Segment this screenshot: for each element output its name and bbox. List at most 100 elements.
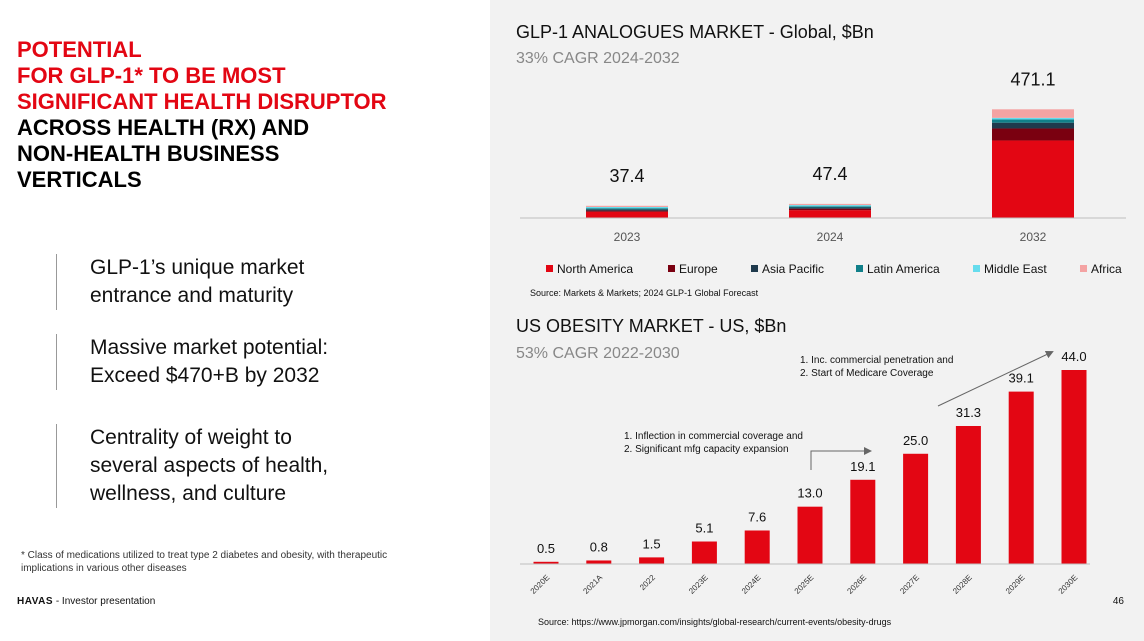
annotation-medicare-line2: 2. Start of Medicare Coverage — [800, 368, 934, 379]
tick-label-2021A: 2021A — [581, 573, 604, 596]
legend-label: Asia Pacific — [762, 262, 824, 276]
legend-swatch — [856, 265, 863, 272]
value-label-2021A: 0.8 — [590, 539, 608, 554]
bullet-market-entrance: GLP-1’s unique market entrance and matur… — [56, 254, 304, 310]
legend-swatch — [668, 265, 675, 272]
glp1-chart: 37.4 47.4 471.1 2023 2024 2032 North America… — [520, 69, 1126, 276]
bar-europe-2024 — [789, 208, 871, 211]
tick-label-2025E: 2025E — [793, 573, 816, 596]
headline-line: ACROSS HEALTH (RX) AND — [17, 115, 310, 140]
legend-swatch — [546, 265, 553, 272]
annotation-inflection-arrow — [810, 447, 872, 470]
legend-label: Latin America — [867, 262, 940, 276]
value-label-2023E: 5.1 — [695, 521, 713, 536]
value-label-2028E: 31.3 — [956, 405, 981, 420]
bar-africa-2032 — [992, 109, 1074, 118]
annotation-inflection-line1: 1. Inflection in commercial coverage and — [624, 431, 803, 442]
annotation-medicare-arrow — [937, 350, 1054, 407]
total-label-2024: 47.4 — [812, 164, 847, 184]
bar-2023E — [691, 541, 717, 564]
bar-europe-2023 — [586, 210, 668, 212]
bar-asia-pacific-2023 — [586, 209, 668, 211]
bar-2028E — [955, 425, 981, 564]
legend-swatch — [1080, 265, 1087, 272]
bar-latin-america-2032 — [992, 119, 1074, 123]
legend-item-middle-east: Middle East — [973, 262, 1047, 276]
tick-label-2024: 2024 — [817, 230, 844, 244]
left-panel: POTENTIAL FOR GLP-1* TO BE MOST SIGNIFIC… — [0, 0, 490, 641]
bullet-line: several aspects of health, — [90, 454, 329, 477]
bar-latin-america-2023 — [586, 208, 668, 210]
total-label-2032: 471.1 — [1010, 69, 1055, 89]
bar-north-america-2024 — [789, 210, 871, 218]
bar-middle-east-2024 — [789, 205, 871, 207]
headline-line: SIGNIFICANT HEALTH DISRUPTOR — [17, 89, 387, 114]
tick-label-2027E: 2027E — [898, 573, 921, 596]
headline-line: POTENTIAL — [17, 37, 142, 62]
legend-item-europe: Europe — [668, 262, 718, 276]
havas-logo: HAVAS — [17, 596, 54, 607]
legend-label: Europe — [679, 262, 718, 276]
legend-label: Middle East — [984, 262, 1047, 276]
legend-item-latin-america: Latin America — [856, 262, 940, 276]
bar-latin-america-2024 — [789, 206, 871, 208]
value-label-2020E: 0.5 — [537, 541, 555, 556]
page-number: 46 — [1112, 596, 1124, 607]
value-label-2030E: 44.0 — [1061, 349, 1086, 364]
legend-label: Africa — [1091, 262, 1122, 276]
obesity-chart-title: US OBESITY MARKET - US, $Bn — [516, 316, 787, 336]
headline-line: NON-HEALTH BUSINESS — [17, 141, 280, 166]
bar-2026E — [850, 479, 876, 564]
glp1-chart-title: GLP-1 ANALOGUES MARKET - Global, $Bn — [516, 22, 874, 42]
glp1-legend: North America Europe Asia Pacific Latin Ame… — [546, 262, 1122, 276]
annotation-medicare-line1: 1. Inc. commercial penetration and — [800, 355, 953, 366]
bullet-line: Exceed $470+B by 2032 — [90, 364, 320, 387]
obesity-value-labels: 0.5 0.8 1.5 5.1 7.6 13.0 19.1 25.0 31.3 39.1 44.0 — [537, 349, 1087, 556]
legend-label: North America — [557, 262, 633, 276]
tick-label-2026E: 2026E — [845, 573, 868, 596]
tick-label-2028E: 2028E — [951, 573, 974, 596]
bullet-market-potential: Massive market potential: Exceed $470+B … — [56, 334, 328, 390]
glp1-bars — [586, 109, 1074, 218]
value-label-2026E: 19.1 — [850, 459, 875, 474]
legend-item-asia-pacific: Asia Pacific — [751, 262, 824, 276]
glp1-tick-labels: 2023 2024 2032 — [614, 230, 1047, 244]
bullet-line: Massive market potential: — [90, 336, 329, 359]
legend-swatch — [973, 265, 980, 272]
obesity-source: Source: https://www.jpmorgan.com/insight… — [538, 617, 892, 627]
obesity-bars — [533, 370, 1087, 564]
footer-brand: HAVAS - Investor presentation — [17, 596, 155, 607]
value-label-2029E: 39.1 — [1009, 371, 1034, 386]
bullet-line: Centrality of weight to — [90, 426, 292, 449]
glp1-chart-subtitle: 33% CAGR 2024-2032 — [516, 50, 680, 67]
bullet-line: GLP-1’s unique market — [90, 256, 305, 279]
bar-2030E — [1061, 370, 1087, 564]
glp1-source: Source: Markets & Markets; 2024 GLP-1 Gl… — [530, 288, 759, 298]
footnote: * Class of medications utilized to treat… — [21, 550, 388, 574]
bar-africa-2023 — [586, 205, 668, 207]
tick-label-2024E: 2024E — [740, 573, 763, 596]
tick-label-2023E: 2023E — [687, 573, 710, 596]
bar-2025E — [797, 506, 823, 564]
tick-label-2020E: 2020E — [529, 573, 552, 596]
bullet-weight-centrality: Centrality of weight to several aspects … — [56, 424, 328, 508]
obesity-tick-labels: 2020E 2021A 2022 2023E 2024E 2025E 2026E 2027E 2… — [529, 573, 1080, 596]
tick-label-2030E: 2030E — [1057, 573, 1080, 596]
bar-asia-pacific-2032 — [992, 122, 1074, 129]
legend-item-africa: Africa — [1080, 262, 1122, 276]
value-label-2027E: 25.0 — [903, 433, 928, 448]
glp1-total-labels: 37.4 47.4 471.1 — [609, 69, 1055, 186]
tick-label-2023: 2023 — [614, 230, 641, 244]
footer-label: - Investor presentation — [55, 596, 156, 607]
headline: POTENTIAL FOR GLP-1* TO BE MOST SIGNIFIC… — [17, 37, 487, 193]
total-label-2023: 37.4 — [609, 166, 644, 186]
bar-2024E — [744, 530, 770, 564]
right-panel: GLP-1 ANALOGUES MARKET - Global, $Bn 33%… — [490, 0, 1144, 641]
bar-2029E — [1008, 391, 1034, 564]
bar-europe-2032 — [992, 128, 1074, 141]
bar-2022 — [639, 557, 665, 564]
bar-north-america-2023 — [586, 211, 668, 218]
bar-2027E — [903, 453, 929, 564]
headline-line: VERTICALS — [17, 167, 142, 192]
bar-2021A — [586, 560, 612, 564]
